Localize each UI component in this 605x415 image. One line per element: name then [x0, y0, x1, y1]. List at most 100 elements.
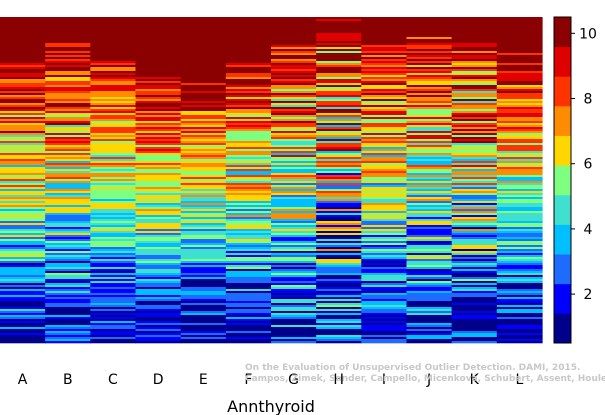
- heatmap-cell: [0, 327, 46, 330]
- heatmap-cell: [90, 121, 137, 124]
- heatmap-cell: [45, 255, 91, 258]
- heatmap-cell: [271, 195, 317, 198]
- heatmap-cell: [361, 231, 408, 234]
- heatmap-cell: [90, 307, 137, 310]
- heatmap-cell: [0, 95, 46, 98]
- heatmap-cell: [135, 79, 182, 82]
- heatmap-cell: [316, 265, 362, 268]
- heatmap-cell: [316, 323, 362, 326]
- heatmap-cell: [180, 225, 227, 228]
- heatmap-cell: [45, 245, 91, 248]
- heatmap-cell: [135, 59, 182, 62]
- heatmap-cell: [271, 221, 317, 224]
- heatmap-cell: [0, 89, 46, 92]
- heatmap-cell: [271, 123, 317, 126]
- heatmap-cell: [271, 277, 317, 280]
- heatmap-cell: [135, 63, 182, 66]
- heatmap-cell: [361, 99, 408, 102]
- heatmap-cell: [406, 259, 453, 262]
- heatmap-cell: [316, 59, 362, 62]
- heatmap-cell: [45, 177, 91, 180]
- heatmap-cell: [45, 205, 91, 208]
- heatmap-cell: [135, 309, 182, 312]
- heatmap-cell: [225, 61, 272, 64]
- heatmap-column-E: [180, 17, 227, 344]
- heatmap-cell: [45, 229, 91, 232]
- heatmap-cell: [225, 77, 272, 80]
- heatmap-cell: [0, 107, 46, 110]
- heatmap-cell: [180, 339, 227, 342]
- heatmap-cell: [451, 29, 498, 32]
- heatmap-cell: [45, 189, 91, 192]
- heatmap-cell: [45, 207, 91, 210]
- heatmap-cell: [451, 209, 498, 212]
- heatmap-cell: [496, 77, 543, 80]
- heatmap-cell: [451, 221, 498, 224]
- heatmap-cell: [271, 131, 317, 134]
- heatmap-cell: [225, 277, 272, 280]
- heatmap-cell: [451, 133, 498, 136]
- heatmap-cell: [496, 225, 543, 228]
- heatmap-cell: [451, 329, 498, 332]
- heatmap-cell: [361, 149, 408, 152]
- heatmap-cell: [406, 189, 453, 192]
- heatmap-cell: [316, 299, 362, 302]
- heatmap-cell: [271, 237, 317, 240]
- heatmap-cell: [90, 285, 137, 288]
- heatmap-cell: [180, 117, 227, 120]
- heatmap-cell: [90, 29, 137, 32]
- heatmap-cell: [0, 229, 46, 232]
- heatmap-cell: [225, 147, 272, 150]
- heatmap-cell: [361, 77, 408, 80]
- heatmap-cell: [316, 115, 362, 118]
- heatmap-cell: [271, 27, 317, 30]
- heatmap-cell: [225, 249, 272, 252]
- heatmap-cell: [0, 49, 46, 52]
- heatmap-cell: [406, 157, 453, 160]
- heatmap-cell: [406, 201, 453, 204]
- heatmap-cell: [496, 295, 543, 298]
- heatmap-cell: [316, 175, 362, 178]
- heatmap-cell: [45, 21, 91, 24]
- heatmap-cell: [406, 299, 453, 302]
- heatmap-cell: [225, 153, 272, 156]
- heatmap-cell: [0, 279, 46, 282]
- heatmap-cell: [135, 327, 182, 330]
- heatmap-cell: [90, 283, 137, 286]
- heatmap-cell: [180, 257, 227, 260]
- heatmap-cell: [135, 199, 182, 202]
- heatmap-cell: [316, 197, 362, 200]
- heatmap-cell: [316, 155, 362, 158]
- heatmap-cell: [361, 51, 408, 54]
- heatmap-cell: [225, 159, 272, 162]
- heatmap-cell: [496, 187, 543, 190]
- heatmap-cell: [316, 143, 362, 146]
- heatmap-cell: [271, 73, 317, 76]
- heatmap-cell: [225, 125, 272, 128]
- heatmap-cell: [180, 51, 227, 54]
- heatmap-cell: [225, 115, 272, 118]
- heatmap-cell: [180, 133, 227, 136]
- heatmap-cell: [180, 153, 227, 156]
- heatmap-cell: [45, 267, 91, 270]
- heatmap-cell: [225, 35, 272, 38]
- heatmap-cell: [225, 177, 272, 180]
- heatmap-cell: [45, 105, 91, 108]
- heatmap-cell: [271, 225, 317, 228]
- heatmap-cell: [0, 149, 46, 152]
- heatmap-cell: [271, 267, 317, 270]
- heatmap-cell: [90, 187, 137, 190]
- heatmap-cell: [90, 215, 137, 218]
- heatmap-cell: [361, 229, 408, 232]
- heatmap-cell: [0, 191, 46, 194]
- heatmap-cell: [406, 329, 453, 332]
- heatmap-cell: [225, 163, 272, 166]
- heatmap-cell: [451, 173, 498, 176]
- heatmap-cell: [0, 45, 46, 48]
- heatmap-cell: [45, 97, 91, 100]
- heatmap-cell: [45, 271, 91, 274]
- heatmap-cell: [0, 23, 46, 26]
- heatmap-cell: [0, 25, 46, 28]
- heatmap-cell: [406, 91, 453, 94]
- heatmap-cell: [316, 21, 362, 24]
